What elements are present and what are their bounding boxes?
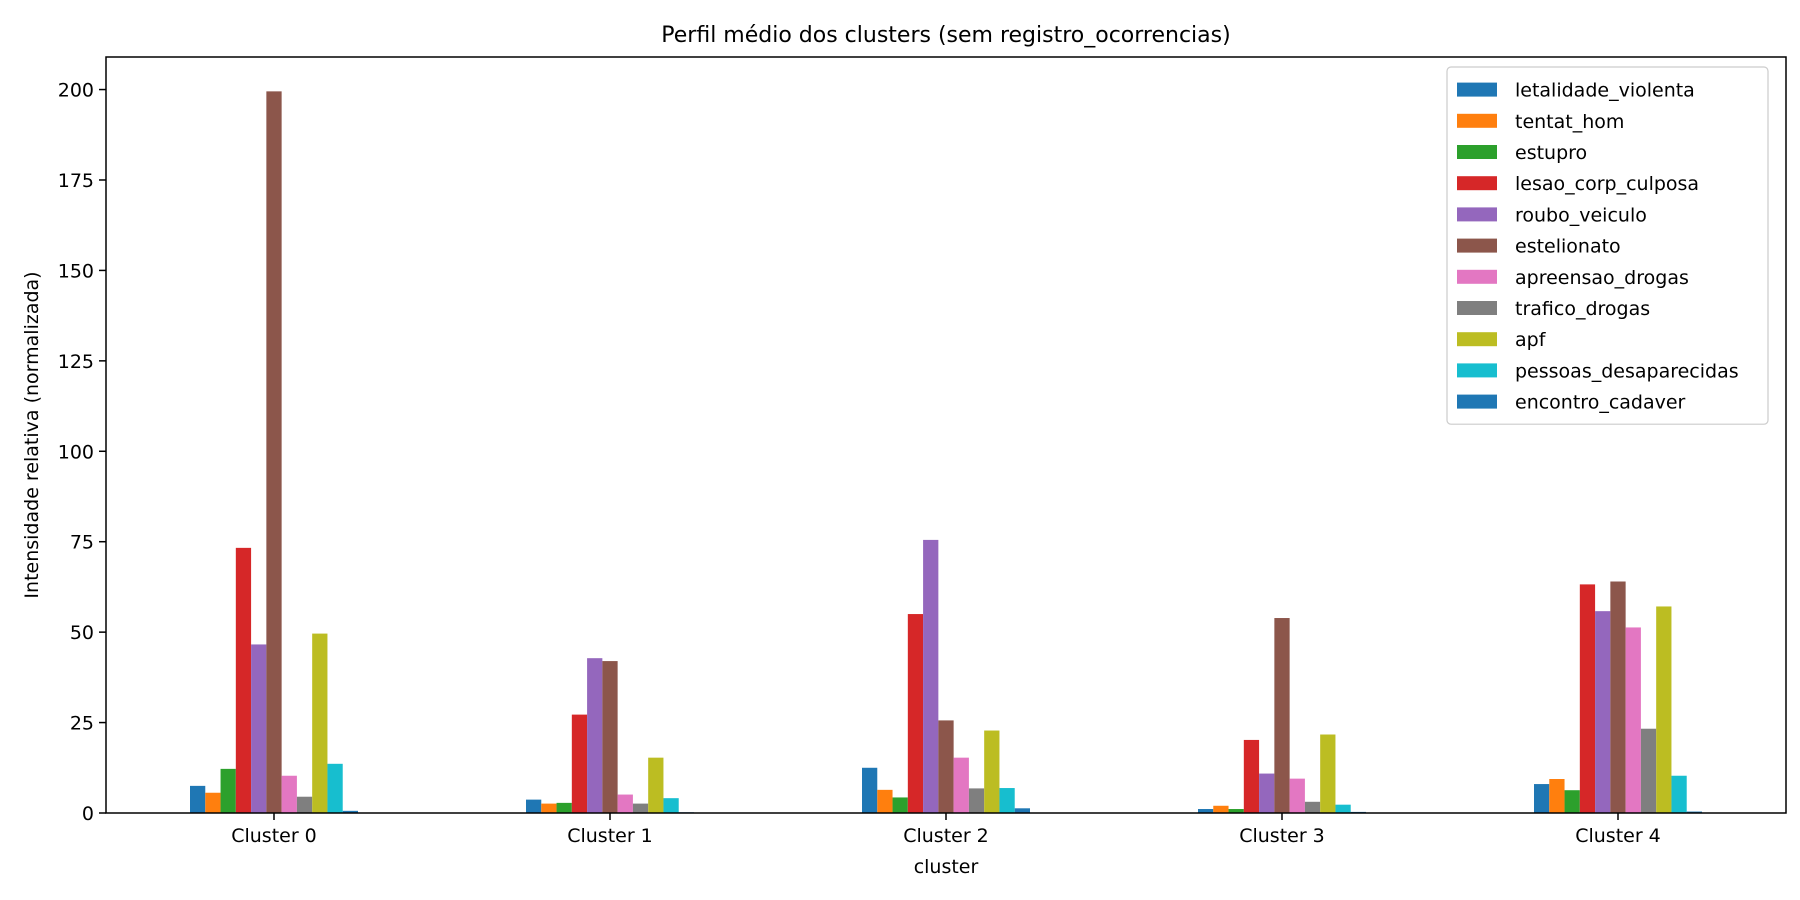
- legend-label-roubo_veiculo: roubo_veiculo: [1515, 204, 1647, 226]
- bar-roubo_veiculo-0: [251, 644, 267, 813]
- legend-label-apf: apf: [1515, 329, 1547, 351]
- legend-label-encontro_cadaver: encontro_cadaver: [1515, 392, 1686, 414]
- legend-swatch-lesao_corp_culposa: [1457, 176, 1497, 191]
- bar-apreensao_drogas-3: [1289, 778, 1305, 813]
- legend-box: [1446, 66, 1769, 425]
- bar-estelionato-3: [1274, 618, 1290, 813]
- bar-estelionato-4: [1610, 581, 1626, 813]
- y-tick-label: 25: [70, 713, 94, 735]
- bar-roubo_veiculo-3: [1259, 773, 1275, 813]
- legend-label-estelionato: estelionato: [1515, 236, 1621, 258]
- bar-pessoas_desaparecidas-4: [1671, 775, 1687, 813]
- bar-trafico_drogas-1: [632, 803, 649, 813]
- bar-letalidade_violenta-4: [1534, 784, 1550, 813]
- bar-trafico_drogas-3: [1304, 801, 1321, 813]
- legend-label-letalidade_violenta: letalidade_violenta: [1515, 80, 1695, 102]
- bar-lesao_corp_culposa-2: [907, 614, 924, 813]
- bar-roubo_veiculo-1: [587, 658, 603, 813]
- bar-estelionato-0: [266, 91, 282, 814]
- legend-swatch-apf: [1457, 332, 1497, 347]
- legend-swatch-tentat_hom: [1457, 113, 1497, 128]
- bar-apreensao_drogas-4: [1625, 627, 1641, 813]
- bar-letalidade_violenta-1: [526, 799, 542, 813]
- legend-label-apreensao_drogas: apreensao_drogas: [1515, 267, 1689, 289]
- bar-apreensao_drogas-0: [281, 775, 297, 813]
- legend-swatch-letalidade_violenta: [1457, 82, 1497, 97]
- bars-layer: [190, 91, 1702, 814]
- bar-estelionato-2: [938, 720, 954, 813]
- bar-trafico_drogas-4: [1640, 728, 1657, 813]
- bar-letalidade_violenta-2: [862, 767, 878, 813]
- bar-encontro_cadaver-2: [1014, 808, 1030, 813]
- bar-tentat_hom-2: [877, 789, 893, 813]
- bar-roubo_veiculo-4: [1595, 611, 1611, 813]
- bar-tentat_hom-0: [205, 792, 221, 813]
- bar-lesao_corp_culposa-3: [1243, 739, 1260, 813]
- x-tick-label: Cluster 4: [1575, 825, 1661, 847]
- legend-swatch-estelionato: [1457, 238, 1497, 253]
- legend-swatch-pessoas_desaparecidas: [1457, 363, 1497, 378]
- chart-title: Perfil médio dos clusters (sem registro_…: [661, 23, 1230, 48]
- y-tick-label: 175: [58, 170, 94, 192]
- x-tick-label: Cluster 1: [567, 825, 653, 847]
- bar-estelionato-1: [602, 661, 618, 813]
- bar-estupro-0: [220, 768, 236, 813]
- bar-estupro-3: [1228, 809, 1244, 813]
- bar-apreensao_drogas-2: [953, 757, 969, 813]
- bar-apf-4: [1656, 606, 1672, 813]
- legend-swatch-roubo_veiculo: [1457, 207, 1497, 222]
- legend-swatch-encontro_cadaver: [1457, 394, 1497, 409]
- bar-tentat_hom-4: [1549, 779, 1565, 813]
- x-tick-label: Cluster 2: [903, 825, 989, 847]
- bar-apf-1: [648, 757, 664, 813]
- x-axis-label: cluster: [914, 856, 979, 878]
- bar-lesao_corp_culposa-4: [1579, 584, 1596, 813]
- bar-estupro-2: [892, 797, 908, 813]
- legend-swatch-estupro: [1457, 145, 1497, 159]
- y-axis: 0 25 50 75 100 125 150 175 200: [58, 80, 106, 825]
- legend-label-pessoas_desaparecidas: pessoas_desaparecidas: [1515, 360, 1739, 382]
- bar-encontro_cadaver-0: [342, 810, 358, 813]
- bar-estupro-4: [1564, 790, 1580, 813]
- y-tick-label: 0: [82, 803, 94, 825]
- y-tick-label: 100: [58, 441, 94, 463]
- bar-lesao_corp_culposa-1: [571, 714, 588, 813]
- legend-label-estupro: estupro: [1515, 142, 1587, 164]
- bar-pessoas_desaparecidas-0: [327, 763, 343, 813]
- bar-trafico_drogas-2: [968, 788, 985, 813]
- legend-label-lesao_corp_culposa: lesao_corp_culposa: [1515, 173, 1699, 195]
- bar-tentat_hom-1: [541, 803, 557, 813]
- x-tick-label: Cluster 3: [1239, 825, 1325, 847]
- bar-pessoas_desaparecidas-1: [663, 798, 679, 813]
- y-axis-label: Intensidade relativa (normalizada): [21, 271, 43, 598]
- bar-trafico_drogas-0: [296, 796, 313, 813]
- bar-pessoas_desaparecidas-2: [999, 788, 1015, 813]
- y-tick-label: 200: [58, 80, 94, 102]
- y-tick-label: 75: [70, 532, 94, 554]
- y-tick-label: 50: [70, 622, 94, 644]
- bar-estupro-1: [556, 802, 572, 813]
- bar-lesao_corp_culposa-0: [235, 547, 252, 813]
- bar-apreensao_drogas-1: [617, 794, 633, 813]
- bar-apf-2: [984, 730, 1000, 813]
- legend-label-tentat_hom: tentat_hom: [1515, 111, 1624, 133]
- legend-label-trafico_drogas: trafico_drogas: [1515, 298, 1650, 320]
- x-tick-label: Cluster 0: [231, 825, 317, 847]
- x-axis: Cluster 0 Cluster 1 Cluster 2 Cluster 3 Clus…: [231, 813, 1661, 847]
- bar-apf-3: [1320, 734, 1336, 813]
- bar-apf-0: [312, 633, 328, 813]
- bar-tentat_hom-3: [1213, 805, 1229, 813]
- bar-roubo_veiculo-2: [923, 539, 939, 813]
- bar-pessoas_desaparecidas-3: [1335, 804, 1351, 813]
- y-tick-label: 125: [58, 351, 94, 373]
- y-tick-label: 150: [58, 260, 94, 282]
- bar-letalidade_violenta-0: [190, 785, 206, 813]
- legend-swatch-apreensao_drogas: [1457, 269, 1497, 284]
- legend-swatch-trafico_drogas: [1457, 301, 1497, 315]
- bar-letalidade_violenta-3: [1198, 809, 1214, 813]
